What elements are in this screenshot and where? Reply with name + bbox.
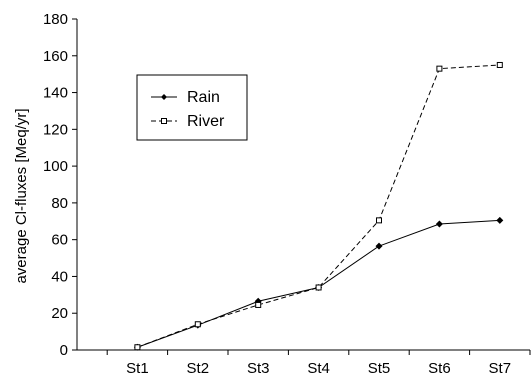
series-rain-line: [137, 219, 500, 348]
y-tick-label: 180: [43, 11, 68, 28]
y-tick-label: 20: [51, 305, 68, 322]
series-river-point: [376, 217, 382, 224]
x-tick-label-st4: St4: [307, 360, 330, 377]
legend-river-label: River: [187, 113, 225, 130]
series-river-point: [436, 65, 443, 72]
legend-rain-label: Rain: [187, 89, 220, 106]
y-axis-title: average Cl-fluxes [Meq/yr]: [13, 108, 30, 283]
series-rain-point: [496, 216, 504, 224]
legend-entry-river: River: [151, 113, 225, 130]
y-tick-label: 60: [51, 232, 68, 249]
series-river-point: [496, 61, 503, 68]
x-tick-label-st3: St3: [247, 360, 270, 377]
y-tick-label: 0: [60, 342, 68, 359]
series-river: [134, 61, 503, 351]
legend-box: [136, 74, 248, 141]
x-tick-label-st5: St5: [368, 360, 391, 377]
y-tick-label: 120: [43, 121, 68, 138]
series-river-point: [255, 301, 262, 308]
y-tick-label: 40: [51, 268, 68, 285]
series-layer: [133, 61, 504, 351]
y-axis-ticks: 0 20 40 60 80 100 120 140 160 180: [43, 11, 77, 359]
x-tick-label-st6: St6: [428, 360, 451, 377]
series-river-point: [194, 321, 201, 328]
y-tick-label: 160: [43, 48, 68, 65]
legend-river-marker: [161, 118, 167, 124]
series-rain-point: [375, 242, 383, 250]
plot-frame: [76, 19, 530, 351]
series-river-point: [315, 284, 322, 291]
series-river-point: [134, 344, 141, 351]
series-rain-point: [435, 220, 443, 228]
legend: Rain River: [136, 74, 248, 141]
legend-rain-marker: [161, 94, 167, 100]
y-tick-label: 100: [43, 158, 68, 175]
x-axis-ticks: St1 St2 St3 St4 St5 St6 St7: [106, 350, 531, 377]
x-tick-label-st1: St1: [126, 360, 149, 377]
y-tick-label: 140: [43, 85, 68, 102]
series-rain: [133, 216, 504, 351]
x-tick-label-st2: St2: [187, 360, 210, 377]
legend-entry-rain: Rain: [151, 89, 220, 106]
x-tick-label-st7: St7: [489, 360, 512, 377]
y-tick-label: 80: [51, 195, 68, 212]
